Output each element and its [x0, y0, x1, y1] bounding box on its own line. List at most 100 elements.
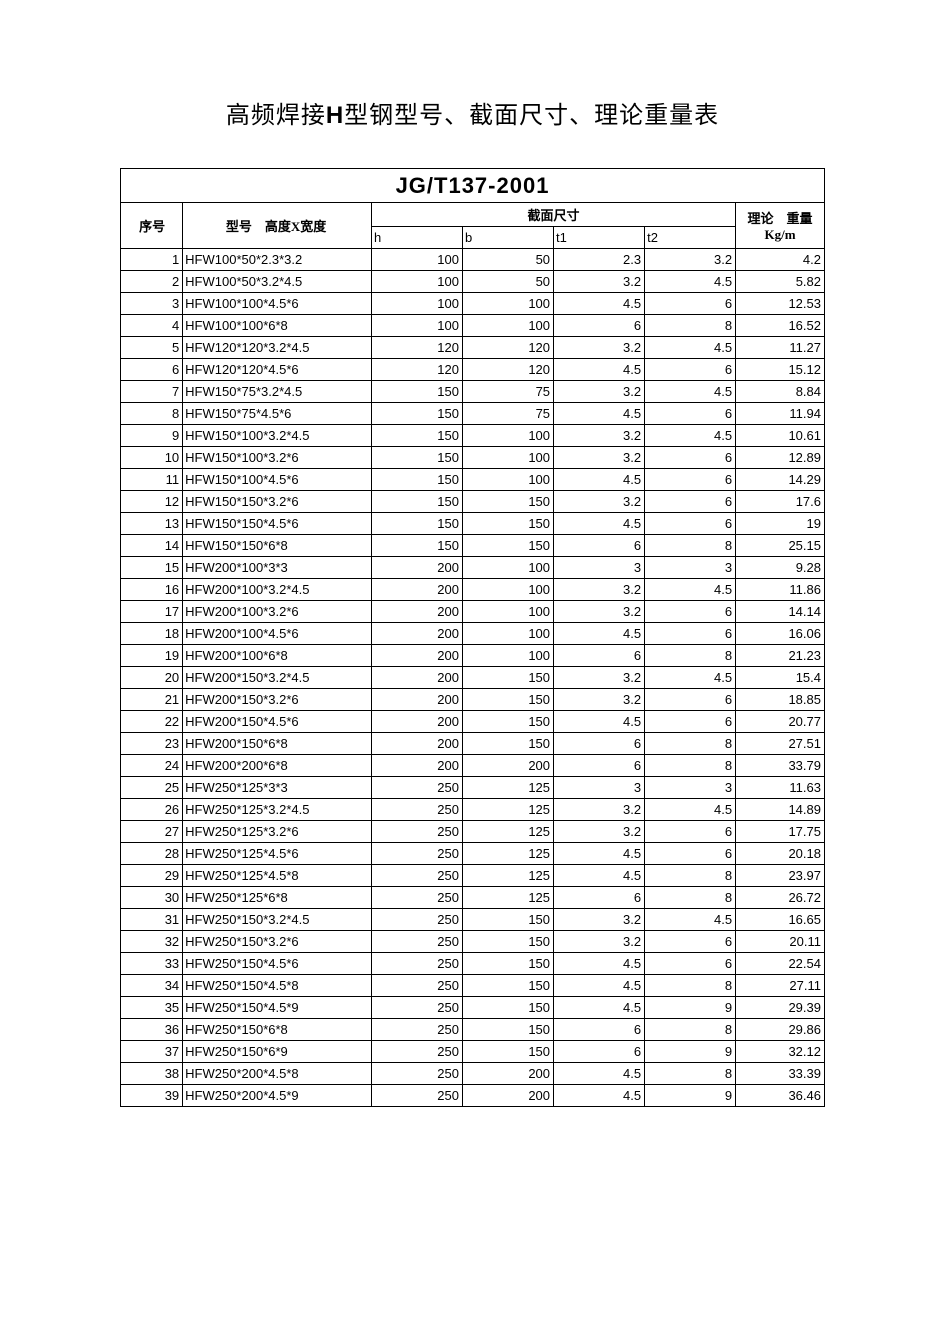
header-section: 截面尺寸 [371, 203, 735, 227]
cell-seq: 20 [121, 667, 183, 689]
table-row: 12HFW150*150*3.2*61501503.2617.6 [121, 491, 825, 513]
cell-h: 100 [371, 249, 462, 271]
cell-wt: 10.61 [736, 425, 825, 447]
cell-seq: 7 [121, 381, 183, 403]
cell-b: 150 [462, 733, 553, 755]
cell-model: HFW100*100*6*8 [183, 315, 372, 337]
cell-model: HFW150*75*4.5*6 [183, 403, 372, 425]
cell-t1: 4.5 [554, 623, 645, 645]
table-row: 1HFW100*50*2.3*3.2100502.33.24.2 [121, 249, 825, 271]
cell-model: HFW250*125*4.5*8 [183, 865, 372, 887]
cell-wt: 17.6 [736, 491, 825, 513]
cell-seq: 24 [121, 755, 183, 777]
cell-t2: 6 [645, 953, 736, 975]
table-row: 5HFW120*120*3.2*4.51201203.24.511.27 [121, 337, 825, 359]
cell-b: 150 [462, 931, 553, 953]
cell-b: 75 [462, 403, 553, 425]
cell-seq: 23 [121, 733, 183, 755]
cell-b: 150 [462, 953, 553, 975]
cell-h: 200 [371, 755, 462, 777]
cell-b: 100 [462, 469, 553, 491]
cell-t2: 9 [645, 1085, 736, 1107]
cell-t1: 6 [554, 1041, 645, 1063]
cell-wt: 15.12 [736, 359, 825, 381]
table-row: 31HFW250*150*3.2*4.52501503.24.516.65 [121, 909, 825, 931]
cell-t2: 8 [645, 975, 736, 997]
cell-t2: 8 [645, 535, 736, 557]
cell-h: 200 [371, 623, 462, 645]
cell-b: 125 [462, 799, 553, 821]
cell-h: 120 [371, 337, 462, 359]
cell-model: HFW200*200*6*8 [183, 755, 372, 777]
cell-t1: 4.5 [554, 711, 645, 733]
cell-seq: 9 [121, 425, 183, 447]
cell-seq: 37 [121, 1041, 183, 1063]
cell-wt: 20.18 [736, 843, 825, 865]
cell-model: HFW100*50*2.3*3.2 [183, 249, 372, 271]
cell-seq: 38 [121, 1063, 183, 1085]
cell-t2: 6 [645, 403, 736, 425]
cell-seq: 8 [121, 403, 183, 425]
cell-b: 150 [462, 909, 553, 931]
cell-seq: 34 [121, 975, 183, 997]
cell-t2: 6 [645, 711, 736, 733]
header-model: 型号 高度X宽度 [183, 203, 372, 249]
table-row: 36HFW250*150*6*82501506829.86 [121, 1019, 825, 1041]
cell-b: 125 [462, 865, 553, 887]
table-row: 39HFW250*200*4.5*92502004.5936.46 [121, 1085, 825, 1107]
cell-h: 250 [371, 887, 462, 909]
cell-t1: 4.5 [554, 997, 645, 1019]
cell-model: HFW200*100*3.2*6 [183, 601, 372, 623]
cell-seq: 5 [121, 337, 183, 359]
header-seq: 序号 [121, 203, 183, 249]
cell-model: HFW200*100*3*3 [183, 557, 372, 579]
cell-b: 50 [462, 249, 553, 271]
cell-b: 150 [462, 513, 553, 535]
cell-b: 125 [462, 821, 553, 843]
cell-seq: 2 [121, 271, 183, 293]
cell-model: HFW150*150*3.2*6 [183, 491, 372, 513]
cell-b: 120 [462, 337, 553, 359]
cell-t1: 4.5 [554, 865, 645, 887]
cell-b: 100 [462, 557, 553, 579]
cell-t2: 8 [645, 755, 736, 777]
cell-t2: 8 [645, 733, 736, 755]
cell-t2: 4.5 [645, 799, 736, 821]
table-row: 7HFW150*75*3.2*4.5150753.24.58.84 [121, 381, 825, 403]
header-row: 序号 型号 高度X宽度 截面尺寸 理论 重量Kg/m [121, 203, 825, 227]
cell-h: 100 [371, 271, 462, 293]
cell-b: 100 [462, 293, 553, 315]
cell-seq: 31 [121, 909, 183, 931]
cell-b: 100 [462, 315, 553, 337]
cell-seq: 18 [121, 623, 183, 645]
header-weight: 理论 重量Kg/m [736, 203, 825, 249]
table-row: 11HFW150*100*4.5*61501004.5614.29 [121, 469, 825, 491]
cell-t2: 4.5 [645, 425, 736, 447]
cell-wt: 36.46 [736, 1085, 825, 1107]
cell-wt: 12.53 [736, 293, 825, 315]
cell-model: HFW200*100*6*8 [183, 645, 372, 667]
cell-seq: 27 [121, 821, 183, 843]
cell-wt: 27.51 [736, 733, 825, 755]
cell-model: HFW250*150*4.5*9 [183, 997, 372, 1019]
table-row: 34HFW250*150*4.5*82501504.5827.11 [121, 975, 825, 997]
cell-seq: 6 [121, 359, 183, 381]
cell-wt: 12.89 [736, 447, 825, 469]
cell-h: 150 [371, 491, 462, 513]
table-row: 14HFW150*150*6*81501506825.15 [121, 535, 825, 557]
cell-model: HFW250*125*6*8 [183, 887, 372, 909]
cell-t1: 3.2 [554, 381, 645, 403]
table-row: 28HFW250*125*4.5*62501254.5620.18 [121, 843, 825, 865]
cell-wt: 8.84 [736, 381, 825, 403]
cell-t2: 4.5 [645, 381, 736, 403]
cell-model: HFW250*125*3.2*4.5 [183, 799, 372, 821]
cell-h: 150 [371, 447, 462, 469]
cell-b: 100 [462, 623, 553, 645]
cell-h: 250 [371, 975, 462, 997]
table-row: 10HFW150*100*3.2*61501003.2612.89 [121, 447, 825, 469]
table-row: 18HFW200*100*4.5*62001004.5616.06 [121, 623, 825, 645]
cell-b: 100 [462, 601, 553, 623]
cell-model: HFW120*120*3.2*4.5 [183, 337, 372, 359]
table-row: 23HFW200*150*6*82001506827.51 [121, 733, 825, 755]
cell-wt: 9.28 [736, 557, 825, 579]
